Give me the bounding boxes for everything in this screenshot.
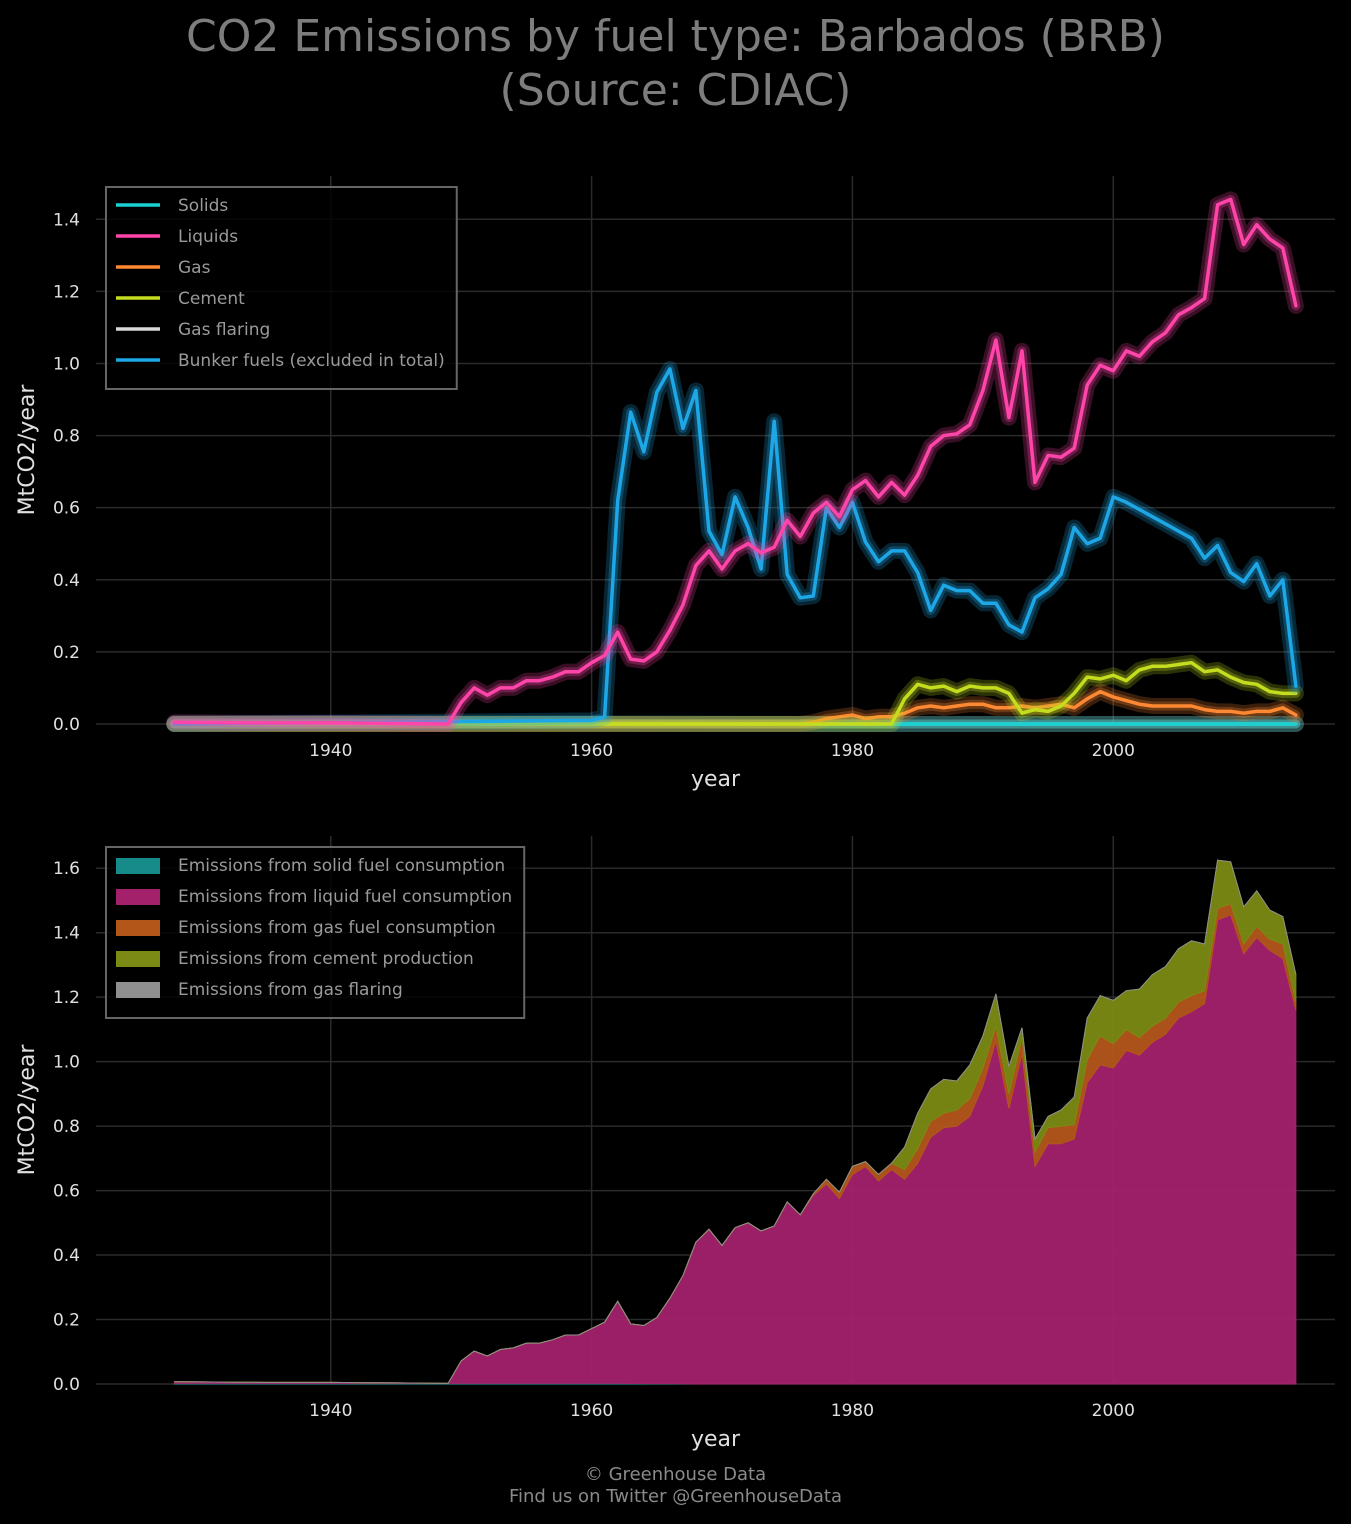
- chart2-ytick-label: 1.6: [53, 859, 80, 879]
- footer-twitter: Find us on Twitter @GreenhouseData: [508, 1486, 843, 1507]
- chart2-xtick-label: 2000: [1092, 1401, 1135, 1421]
- chart1-series-line-liquids: [172, 197, 1298, 726]
- chart1-legend-frame: [105, 186, 458, 390]
- chart2-xlabel: year: [691, 1427, 741, 1452]
- chart1-xtick-label: 2000: [1092, 741, 1135, 761]
- chart2-ytick-label: 1.2: [53, 988, 80, 1008]
- chart2-ytick-label: 0.8: [53, 1117, 80, 1137]
- chart1-xlabel: year: [691, 767, 741, 792]
- chart1-xtick-label: 1940: [309, 741, 352, 761]
- chart2-ytick-label: 0.6: [53, 1182, 80, 1202]
- chart1-ticks: 1940 1960 1980 2000 0.0 0.2 0.4 0.6 0.8 1.0 1.2 1.4: [53, 210, 1135, 761]
- chart2-legend-swatch-emissions-from-gas-flaring: [116, 982, 160, 998]
- chart2-legend-label-emissions-from-liquid-fuel-consumption: Emissions from liquid fuel consumption: [178, 887, 512, 907]
- chart1-xtick-label: 1980: [831, 741, 874, 761]
- chart1-legend-label-gas: Gas: [178, 258, 211, 278]
- chart1-ytick-label: 0.4: [53, 571, 80, 591]
- chart-title: CO2 Emissions by fuel type: Barbados (BR…: [0, 10, 1351, 118]
- chart1-legend-label-liquids: Liquids: [178, 227, 238, 247]
- chart2-legend-swatch-emissions-from-cement-production: [116, 951, 160, 967]
- chart1-series-line-gas: [172, 689, 1298, 726]
- chart2-legend-swatch-emissions-from-liquid-fuel-consumption: [116, 889, 160, 905]
- chart1-ylabel: MtCO2/year: [15, 384, 40, 516]
- chart2-ylabel: MtCO2/year: [15, 1044, 40, 1176]
- chart2-ytick-label: 0.0: [53, 1375, 80, 1395]
- chart1-series-line-bunker-fuels-excluded-in-total: [172, 367, 1298, 726]
- chart2-legend-label-emissions-from-cement-production: Emissions from cement production: [178, 949, 474, 969]
- chart-title-line2: (Source: CDIAC): [499, 65, 852, 116]
- chart2-ytick-label: 0.2: [53, 1311, 80, 1331]
- chart2-xtick-label: 1960: [570, 1401, 613, 1421]
- chart2-ytick-label: 1.4: [53, 924, 80, 944]
- chart1-legend-label-solids: Solids: [178, 196, 228, 216]
- footer: © Greenhouse Data Find us on Twitter @Gr…: [0, 1464, 1351, 1508]
- line-chart-by-fuel: 1940 1960 1980 2000 0.0 0.2 0.4 0.6 0.8 1.0 1.2 1.4…: [15, 176, 1335, 792]
- chart1-ytick-label: 1.4: [53, 210, 80, 230]
- chart2-legend-swatch-emissions-from-gas-fuel-consumption: [116, 920, 160, 936]
- chart1-xtick-label: 1960: [570, 741, 613, 761]
- chart2-area-emissions-from-gas-flaring: [174, 859, 1297, 1384]
- chart2-xtick-label: 1980: [831, 1401, 874, 1421]
- chart1-ytick-label: 1.0: [53, 354, 80, 374]
- chart1-legend-label-bunker-fuels-excluded-in-total: Bunker fuels (excluded in total): [178, 351, 445, 371]
- chart2-legend-frame: [105, 846, 526, 1019]
- chart1-ytick-label: 0.8: [53, 427, 80, 447]
- chart2-xtick-label: 1940: [309, 1401, 352, 1421]
- chart1-ytick-label: 0.0: [53, 715, 80, 735]
- chart1-ytick-label: 1.2: [53, 282, 80, 302]
- chart1-ytick-label: 0.2: [53, 643, 80, 663]
- chart1-legend: Solids Liquids Gas Cement Gas flaring Bunker …: [105, 186, 458, 390]
- chart2-legend-label-emissions-from-gas-flaring: Emissions from gas flaring: [178, 980, 403, 1000]
- chart1-legend-label-gas-flaring: Gas flaring: [178, 320, 270, 340]
- chart1-legend-label-cement: Cement: [178, 289, 245, 309]
- chart1-series-line-cement: [172, 660, 1298, 726]
- chart2-ytick-label: 0.4: [53, 1246, 80, 1266]
- chart1-ytick-label: 0.6: [53, 499, 80, 519]
- chart2-legend: Emissions from solid fuel consumption Emi…: [105, 846, 526, 1019]
- chart2-ticks: 1940 1960 1980 2000 0.0 0.2 0.4 0.6 0.8 1.0 1.2 1.4…: [53, 859, 1135, 1421]
- chart-title-line1: CO2 Emissions by fuel type: Barbados (BR…: [186, 11, 1165, 62]
- footer-copyright: © Greenhouse Data: [584, 1464, 767, 1485]
- stacked-area-chart-by-fuel: 1940 1960 1980 2000 0.0 0.2 0.4 0.6 0.8 1.0 1.2 1.4…: [15, 836, 1335, 1452]
- chart2-legend-swatch-emissions-from-solid-fuel-consumption: [116, 858, 160, 874]
- chart2-legend-label-emissions-from-solid-fuel-consumption: Emissions from solid fuel consumption: [178, 856, 505, 876]
- chart2-legend-label-emissions-from-gas-fuel-consumption: Emissions from gas fuel consumption: [178, 918, 496, 938]
- chart2-ytick-label: 1.0: [53, 1053, 80, 1073]
